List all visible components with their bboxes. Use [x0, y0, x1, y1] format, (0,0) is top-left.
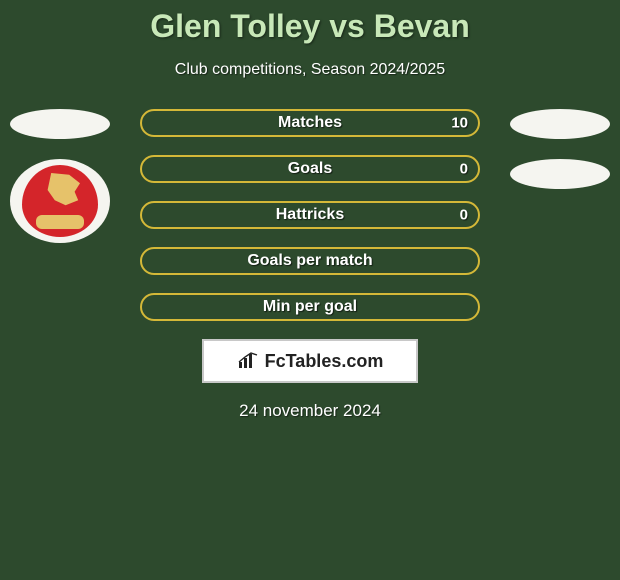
left-player-column — [10, 109, 110, 243]
stat-row-mpg: Min per goal — [140, 293, 480, 321]
page-title: Glen Tolley vs Bevan — [0, 0, 620, 45]
stat-label: Min per goal — [263, 298, 357, 316]
stat-row-matches: Matches 10 — [140, 109, 480, 137]
left-player-badge-top — [10, 109, 110, 139]
left-club-crest — [10, 159, 110, 243]
right-player-badge-bottom — [510, 159, 610, 189]
crest-banner — [36, 215, 84, 229]
page-subtitle: Club competitions, Season 2024/2025 — [0, 61, 620, 79]
stat-label: Hattricks — [276, 206, 344, 224]
bar-chart-icon — [237, 352, 259, 370]
stat-row-gpm: Goals per match — [140, 247, 480, 275]
stat-right: 0 — [460, 207, 468, 224]
stat-label: Goals per match — [247, 252, 372, 270]
stat-row-goals: Goals 0 — [140, 155, 480, 183]
brand-banner[interactable]: FcTables.com — [202, 339, 418, 383]
stat-label: Matches — [278, 114, 342, 132]
stat-row-hattricks: Hattricks 0 — [140, 201, 480, 229]
stat-right: 0 — [460, 161, 468, 178]
brand-text: FcTables.com — [265, 351, 384, 372]
comparison-area: Matches 10 Goals 0 Hattricks 0 Goals per… — [0, 109, 620, 421]
footer-date: 24 november 2024 — [10, 401, 610, 421]
right-player-badge-top — [510, 109, 610, 139]
stat-rows: Matches 10 Goals 0 Hattricks 0 Goals per… — [140, 109, 480, 321]
stat-label: Goals — [288, 160, 332, 178]
right-player-column — [510, 109, 610, 209]
stat-right: 10 — [451, 115, 468, 132]
